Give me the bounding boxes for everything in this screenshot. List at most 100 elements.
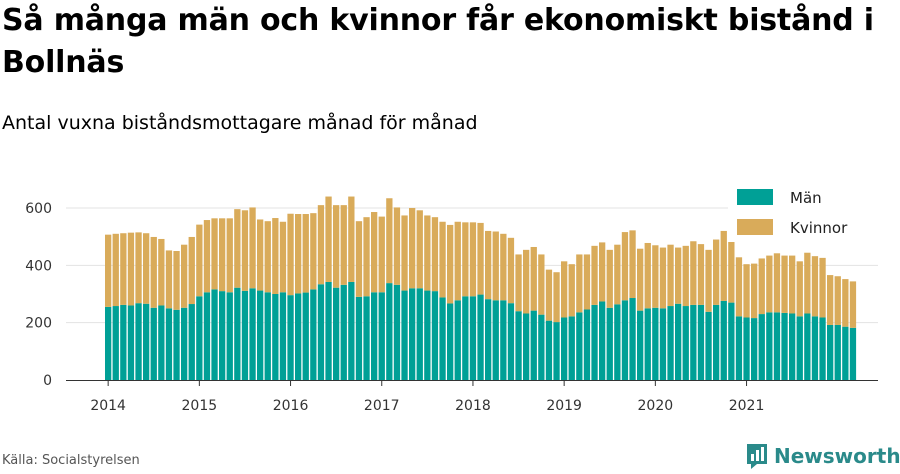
bar-man (781, 312, 788, 380)
bar-woman (530, 246, 537, 311)
bar-man (447, 303, 454, 380)
bar-woman (447, 224, 454, 304)
bar-woman (568, 264, 575, 317)
bar-man (713, 304, 720, 380)
bar-woman (713, 239, 720, 305)
brand-logo: Newsworthy (745, 441, 900, 471)
bars (105, 196, 857, 380)
bar-woman (591, 245, 598, 305)
bar-woman (454, 221, 461, 301)
bar-woman (811, 256, 819, 317)
bar-woman (743, 264, 750, 318)
newsworthy-logo-icon (747, 444, 767, 469)
bar-woman (226, 218, 233, 293)
bar-man (393, 284, 401, 380)
bar-man (773, 312, 781, 380)
x-tick-label: 2019 (546, 398, 582, 414)
bar-man (599, 301, 606, 380)
bar-woman (728, 232, 735, 303)
bar-woman (302, 214, 309, 293)
bar-man (431, 291, 439, 380)
bar-man (378, 292, 385, 380)
bar-man (264, 292, 271, 380)
y-tick-label: 400 (25, 258, 52, 274)
bar-man (561, 317, 568, 380)
bar-man (583, 309, 591, 380)
bar-man (545, 320, 553, 380)
brand-name: Newsworthy (774, 444, 900, 468)
bar-man (317, 284, 325, 380)
bar-woman (773, 253, 781, 313)
bar-man (644, 308, 651, 380)
bar-man (203, 292, 211, 380)
bar-man (667, 306, 674, 380)
bar-man (659, 308, 667, 380)
bar-woman (766, 255, 773, 313)
bar-woman (819, 257, 826, 318)
bar-woman (705, 249, 712, 312)
bar-man (720, 300, 727, 380)
bar-man (439, 297, 446, 380)
bar-woman (621, 232, 629, 301)
bar-woman (165, 250, 173, 309)
bar-man (705, 311, 712, 380)
legend-label: Män (790, 189, 822, 207)
bar-man (295, 293, 302, 380)
bar-woman (272, 218, 279, 294)
bar-woman (401, 215, 408, 291)
bar-woman (196, 224, 203, 297)
bar-woman (644, 242, 651, 309)
bar-man (789, 313, 796, 380)
bar-woman (173, 251, 180, 310)
bar-woman (241, 210, 249, 291)
bar-woman (439, 221, 446, 298)
bar-man (462, 296, 469, 380)
bar-man (272, 294, 279, 380)
bar-woman (378, 216, 385, 293)
stacked-bar-chart: 0 200 400 600 2014 2015 2016 2017 2018 2019 2020 20… (25, 189, 878, 414)
legend-label: Kvinnor (790, 219, 848, 237)
bar-woman (393, 207, 401, 285)
bar-woman (234, 209, 241, 288)
bar-woman (659, 247, 667, 309)
bar-woman (424, 215, 431, 291)
bar-man (682, 306, 689, 380)
bar-woman (781, 255, 788, 313)
bar-man (340, 284, 347, 380)
bar-man (690, 304, 697, 380)
bar-woman (758, 258, 765, 315)
bar-man (409, 288, 416, 380)
bar-man (165, 308, 173, 380)
bar-woman (340, 205, 347, 285)
bar-man (758, 314, 765, 380)
bar-woman (690, 241, 697, 305)
bar-man (652, 307, 659, 380)
bar-man (811, 316, 819, 380)
bar-man (637, 310, 644, 380)
legend-swatch (737, 219, 773, 235)
bar-woman (606, 249, 613, 308)
bar-man (127, 305, 135, 380)
bar-woman (317, 205, 325, 285)
bar-man (568, 316, 575, 380)
bar-man (614, 304, 621, 380)
bar-woman (576, 254, 583, 313)
bar-man (827, 324, 834, 380)
bar-man (386, 283, 393, 380)
bar-man (454, 300, 461, 380)
bar-woman (203, 220, 211, 293)
bar-man (591, 304, 598, 380)
bar-woman (652, 245, 659, 308)
bar-man (173, 309, 180, 380)
bar-woman (561, 261, 568, 318)
bar-man (751, 318, 758, 380)
bar-woman (150, 236, 157, 308)
bar-woman (477, 222, 484, 295)
bar-man (621, 300, 629, 380)
bar-woman (409, 208, 416, 289)
bar-woman (219, 218, 226, 292)
bar-man (424, 290, 431, 380)
bar-man (363, 296, 370, 380)
bar-woman (188, 236, 195, 305)
bar-woman (143, 233, 150, 304)
